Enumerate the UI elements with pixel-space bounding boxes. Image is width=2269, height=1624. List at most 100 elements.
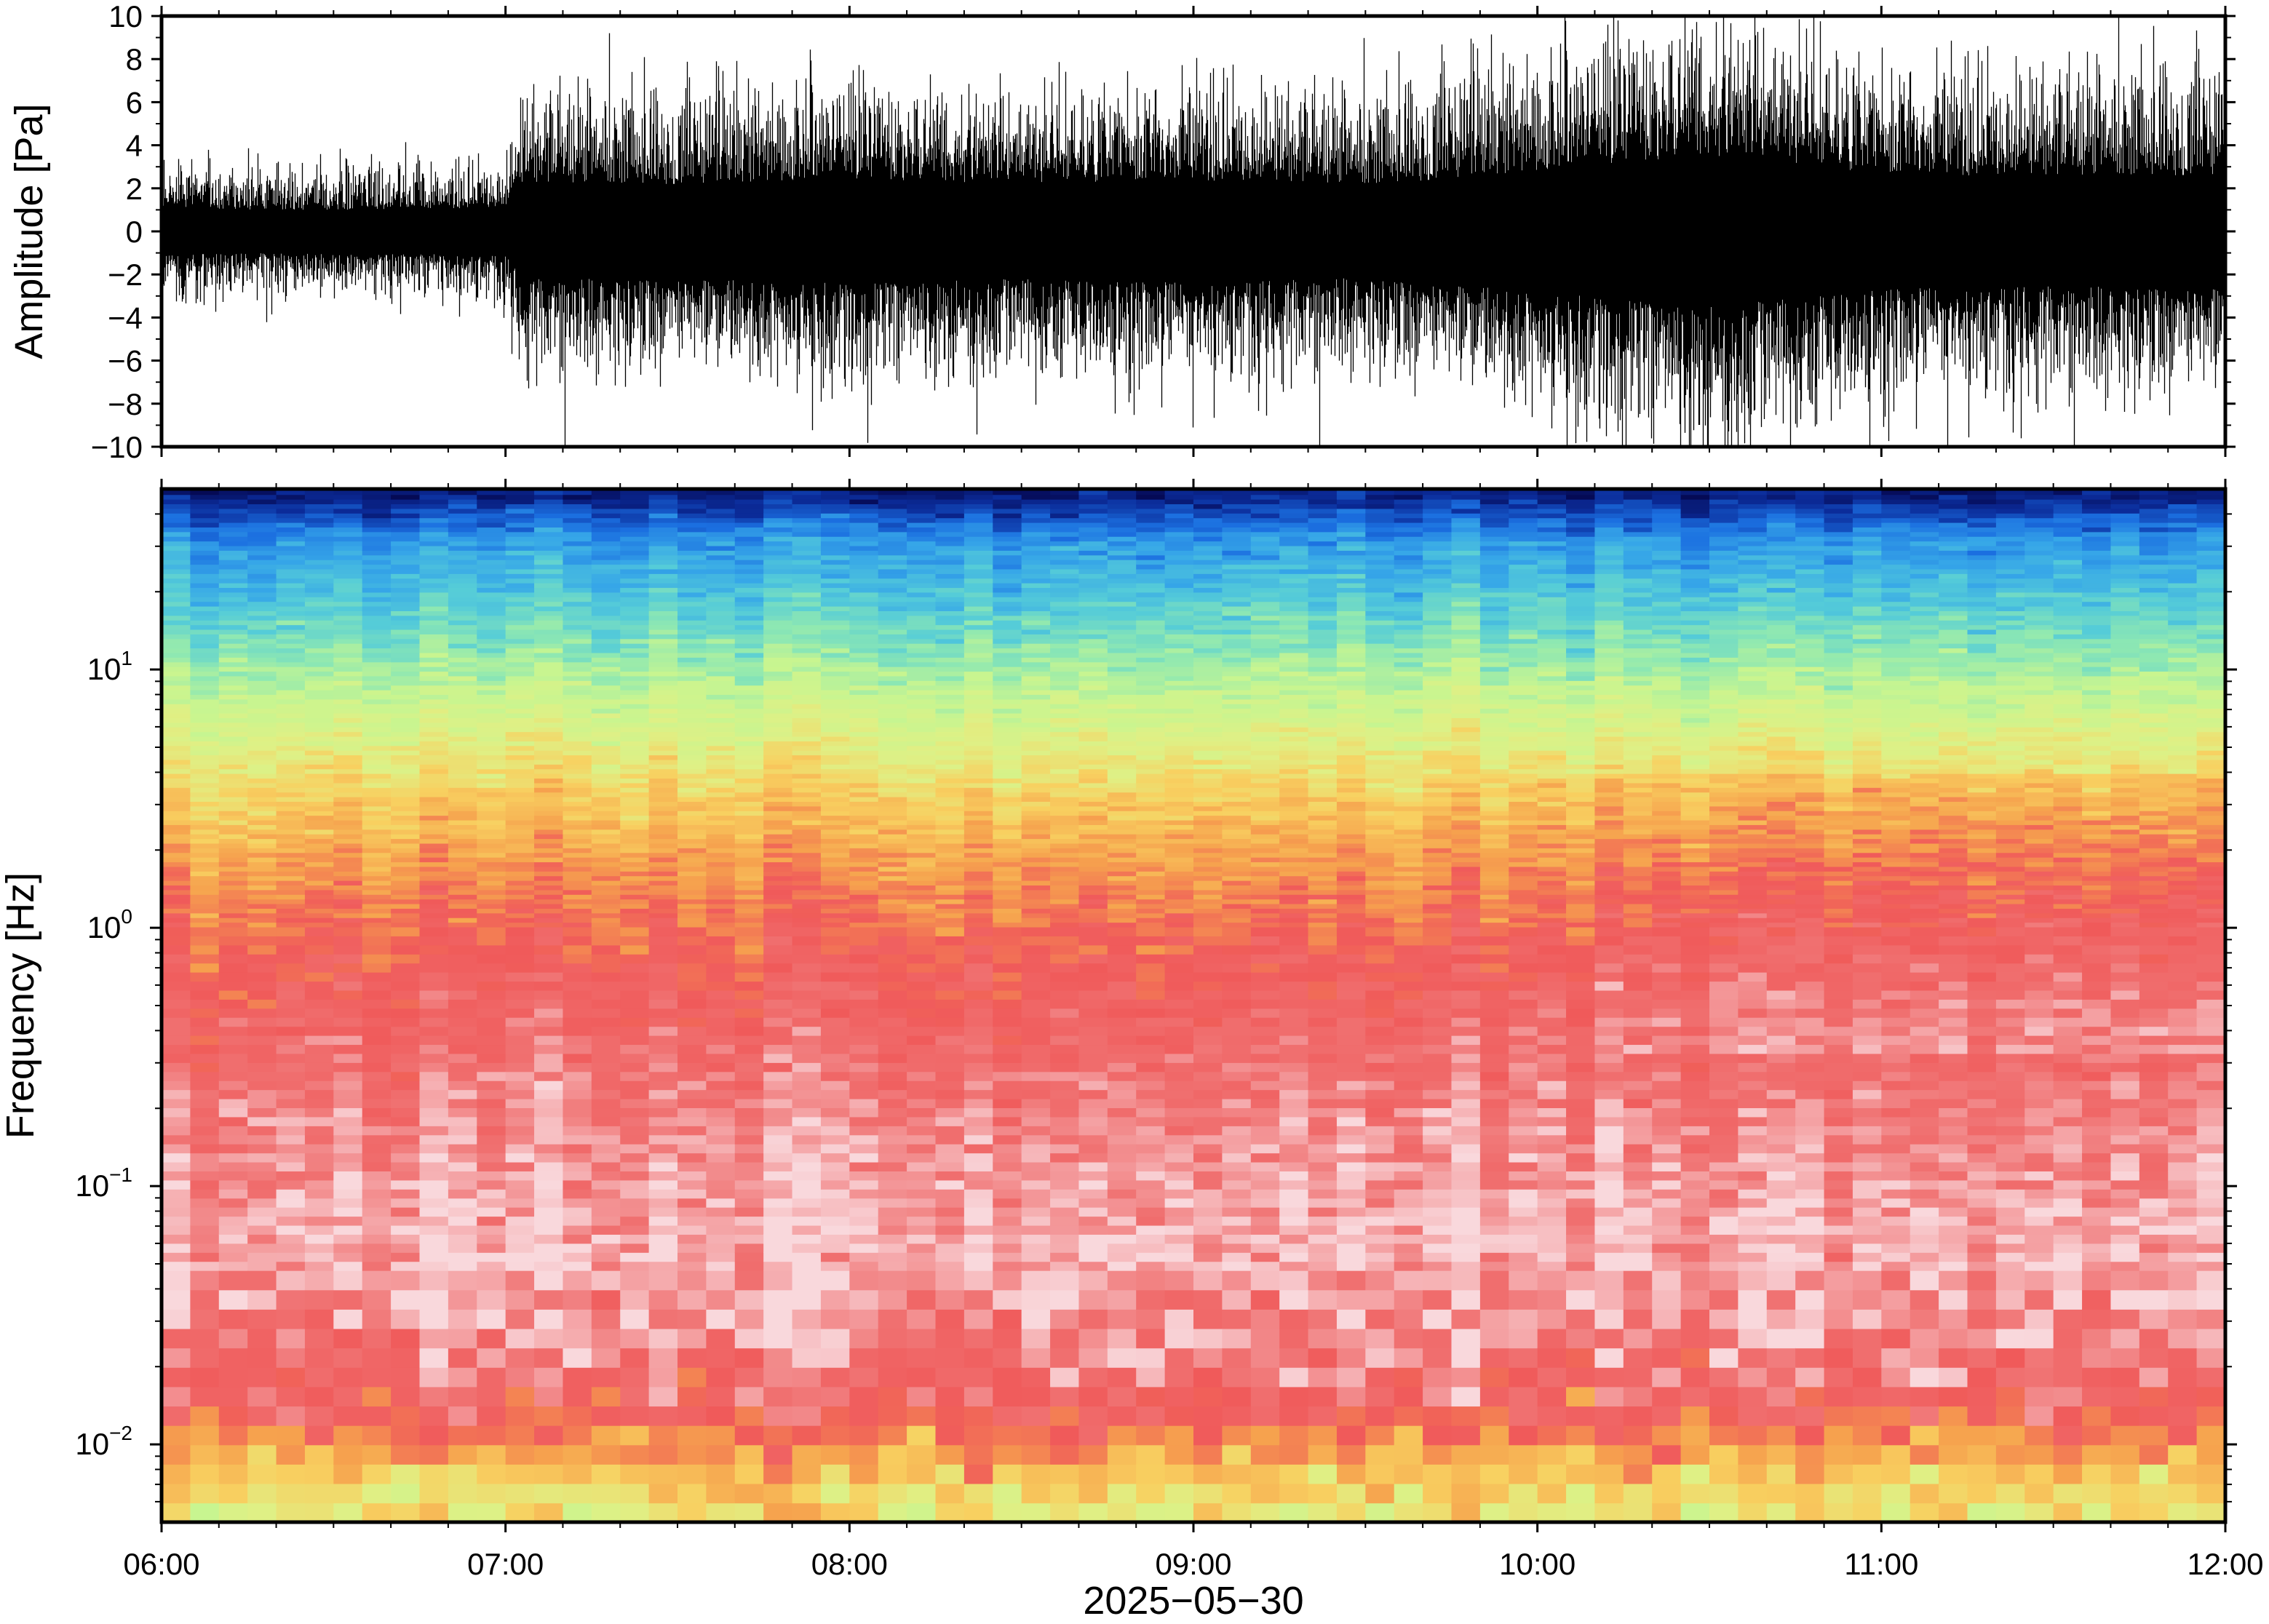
spectrogram-column	[591, 489, 621, 1523]
spectrogram-column	[878, 489, 907, 1523]
waveform-y-tick-label: −10	[91, 430, 143, 464]
spectrogram-column	[677, 489, 707, 1523]
amplitude-axis-label: Amplitude [Pa]	[7, 103, 51, 359]
spectrogram-column	[505, 489, 535, 1523]
spectrogram-column	[734, 489, 764, 1523]
waveform-y-tick-label: 10	[108, 0, 143, 33]
spectrogram-cells	[162, 489, 2226, 1523]
spectrogram-column	[1623, 489, 1653, 1523]
spectrogram-column	[1222, 489, 1252, 1523]
spectrogram-column	[706, 489, 736, 1523]
frequency-y-tick-label: 10−2	[75, 1422, 132, 1461]
waveform-y-tick-label: −6	[108, 344, 143, 378]
spectrogram-column	[419, 489, 449, 1523]
time-x-tick-label: 07:00	[467, 1547, 544, 1581]
spectrogram-column	[1021, 489, 1051, 1523]
spectrogram-column	[648, 489, 678, 1523]
spectrogram-column	[1852, 489, 1883, 1523]
spectrogram-column	[1824, 489, 1853, 1523]
spectrogram-column	[1910, 489, 1939, 1523]
spectrogram-column	[162, 489, 191, 1523]
spectrogram-column	[1250, 489, 1280, 1523]
spectrogram-column	[1881, 489, 1911, 1523]
spectrogram-column	[849, 489, 879, 1523]
spectrogram-column	[2082, 489, 2112, 1523]
spectrogram-column	[1479, 489, 1510, 1523]
waveform-panel: 10 8 6 4 2 0 −2 −4 −6 −8 −10 Amplitude [Pa]	[7, 0, 2236, 464]
frequency-y-tick-label: 101	[87, 647, 132, 686]
spectrogram-column	[1738, 489, 1768, 1523]
spectrogram-column	[304, 489, 335, 1523]
waveform-trace	[161, 16, 2226, 447]
spectrogram-column	[2110, 489, 2140, 1523]
spectrogram-column	[247, 489, 277, 1523]
spectrogram-column	[1078, 489, 1108, 1523]
spectrogram-column	[993, 489, 1022, 1523]
time-x-tick-label: 12:00	[2187, 1547, 2263, 1581]
waveform-x-ticks	[160, 6, 2227, 457]
waveform-y-tick-label: 8	[126, 42, 143, 76]
spectrogram-column	[1509, 489, 1538, 1523]
spectrogram-column	[763, 489, 793, 1523]
spectrogram-column	[1107, 489, 1137, 1523]
spectrogram-column	[1566, 489, 1596, 1523]
spectrogram-column	[477, 489, 506, 1523]
spectrogram-column	[534, 489, 564, 1523]
spectrogram-column	[1795, 489, 1825, 1523]
spectrogram-column	[1766, 489, 1796, 1523]
spectrogram-column	[1939, 489, 1968, 1523]
spectrogram-panel: 101 100 10−1 10−2 06:00 07:00 08:00 09:00 10:00…	[0, 479, 2264, 1623]
spectrogram-column	[1365, 489, 1395, 1523]
spectrogram-column	[2024, 489, 2054, 1523]
spectrogram-column	[2196, 489, 2226, 1523]
spectrogram-column	[276, 489, 306, 1523]
spectrogram-column	[1394, 489, 1423, 1523]
waveform-y-tick-label: 2	[126, 172, 143, 206]
time-x-tick-label: 09:00	[1155, 1547, 1231, 1581]
time-x-tick-label: 08:00	[811, 1547, 888, 1581]
waveform-y-tick-label: −4	[108, 300, 143, 335]
waveform-y-ticks: 10 8 6 4 2 0 −2 −4 −6 −8 −10	[91, 0, 2236, 464]
frequency-axis-label: Frequency [Hz]	[0, 872, 42, 1139]
spectrogram-column	[935, 489, 965, 1523]
spectrogram-column	[1050, 489, 1080, 1523]
spectrogram-column	[1594, 489, 1624, 1523]
spectrogram-column	[190, 489, 220, 1523]
spectrogram-column	[792, 489, 822, 1523]
waveform-series	[161, 16, 2226, 447]
time-x-tick-label: 06:00	[123, 1547, 199, 1581]
spectrogram-column	[1279, 489, 1309, 1523]
spectrogram-column	[1680, 489, 1710, 1523]
frequency-y-tick-label: 10−1	[75, 1163, 132, 1203]
spectrogram-column	[218, 489, 248, 1523]
spectrogram-column	[1995, 489, 2026, 1523]
spectrogram-column	[1308, 489, 1338, 1523]
spectrogram-column	[1136, 489, 1166, 1523]
spectrogram-column	[1164, 489, 1194, 1523]
spectrogram-column	[820, 489, 851, 1523]
spectrogram-column	[1336, 489, 1367, 1523]
spectrogram-column	[2139, 489, 2169, 1523]
spectrogram-column	[1967, 489, 1997, 1523]
spectrogram-column	[563, 489, 592, 1523]
spectrogram-column	[1537, 489, 1567, 1523]
spectrogram-column	[2168, 489, 2198, 1523]
waveform-y-tick-label: 0	[126, 215, 143, 249]
spectrogram-column	[333, 489, 363, 1523]
spectrogram-column	[1423, 489, 1453, 1523]
spectrogram-column	[963, 489, 994, 1523]
spectrogram-column	[907, 489, 937, 1523]
date-axis-label: 2025−05−30	[1083, 1579, 1303, 1623]
waveform-y-tick-label: 4	[126, 129, 143, 163]
spectrogram-column	[391, 489, 421, 1523]
spectrogram-column	[620, 489, 650, 1523]
time-x-ticks: 06:00 07:00 08:00 09:00 10:00 11:00 12:00	[123, 479, 2264, 1581]
spectrogram-column	[1451, 489, 1481, 1523]
time-x-tick-label: 11:00	[1844, 1547, 1918, 1581]
spectrogram-column	[448, 489, 478, 1523]
waveform-y-tick-label: 6	[126, 85, 143, 119]
spectrogram-column	[362, 489, 392, 1523]
time-x-tick-label: 10:00	[1499, 1547, 1575, 1581]
spectrogram-column	[1193, 489, 1223, 1523]
